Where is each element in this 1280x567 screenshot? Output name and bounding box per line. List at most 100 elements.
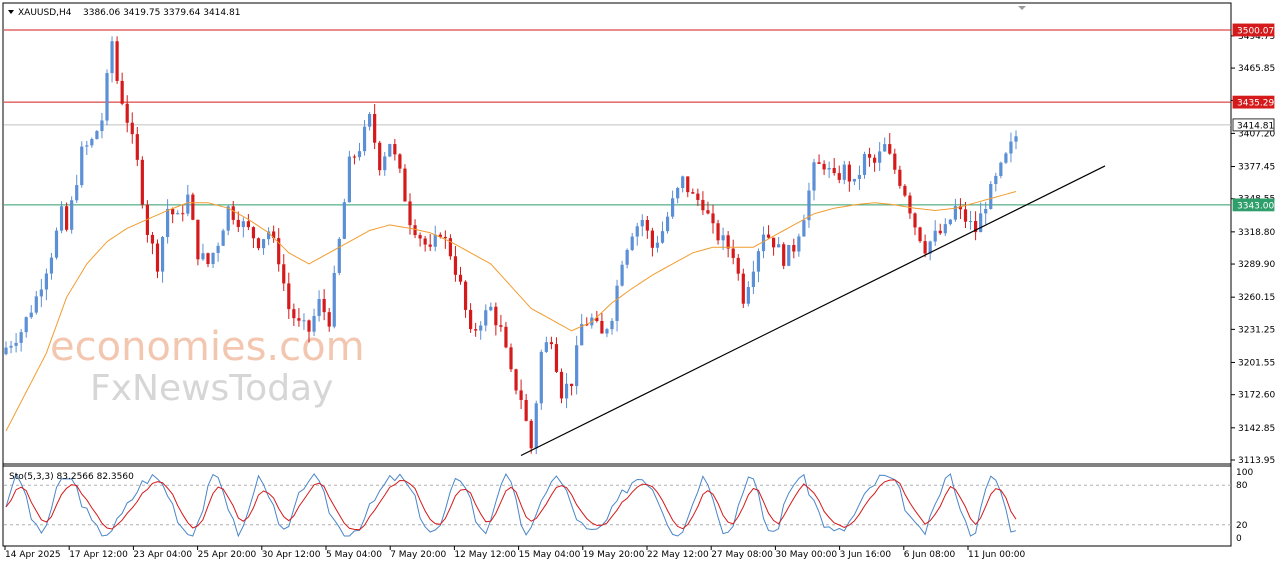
candle-body (39, 289, 43, 297)
price-tick-label: 3494.75 (1238, 32, 1275, 42)
candle-body (428, 244, 432, 247)
candle-body (191, 194, 195, 220)
candle-body (529, 420, 533, 449)
moving-average (5, 191, 1017, 432)
candle-body (110, 41, 114, 74)
stoch-tick-label: 20 (1236, 521, 1248, 531)
time-tick-label: 15 May 04:00 (519, 550, 581, 560)
candle-body (297, 318, 301, 321)
candle-body (206, 253, 210, 265)
candle-body (585, 324, 589, 326)
candle-body (59, 206, 64, 231)
candle-body (307, 320, 311, 332)
stoch-main-line (5, 472, 1017, 538)
candle-body (474, 329, 478, 331)
candle-body (888, 144, 892, 154)
stoch-signal-line (5, 479, 1017, 531)
candle-body (696, 193, 700, 200)
candle-body (196, 219, 200, 260)
candle-body (787, 245, 791, 266)
candle-body (1004, 153, 1008, 163)
candle-body (726, 235, 730, 249)
candle-body (534, 403, 538, 449)
candle-body (605, 329, 609, 334)
candle-body (524, 399, 528, 421)
candle-body (155, 243, 160, 272)
candle-body (453, 256, 458, 275)
candle-body (539, 351, 543, 404)
stoch-tick-label: 80 (1236, 481, 1248, 491)
candle-body (681, 176, 685, 188)
candle-body (974, 221, 978, 233)
candle-body (979, 213, 983, 233)
candle-body (261, 239, 266, 249)
candle-body (554, 344, 559, 372)
time-tick-label: 5 May 04:00 (326, 550, 382, 560)
time-tick-label: 25 Apr 20:00 (198, 550, 257, 560)
candle-body (34, 296, 38, 313)
candle-body (489, 306, 493, 311)
candle-body (95, 131, 99, 140)
candle-body (448, 238, 452, 257)
stoch-tick-label: 100 (1236, 468, 1253, 478)
price-tag-resistance (1232, 95, 1275, 109)
candle-body (701, 199, 705, 211)
candle-body (928, 241, 932, 254)
candle-body (519, 390, 523, 400)
candle-body (968, 221, 973, 223)
price-tick-label: 3377.45 (1238, 163, 1275, 173)
candle-body (231, 206, 235, 220)
candle-body (383, 156, 387, 171)
candle-body (352, 156, 357, 158)
candle-body (913, 213, 917, 228)
candle-body (398, 154, 402, 169)
candle-body (832, 168, 836, 174)
candle-body (29, 312, 33, 318)
candle-body (640, 219, 644, 227)
candle-body (181, 213, 185, 215)
candle-body (883, 144, 887, 152)
candle-body (14, 342, 18, 346)
candle-body (665, 216, 670, 232)
candle-body (484, 310, 488, 326)
candle-body (691, 192, 695, 194)
candle-body (70, 200, 74, 230)
candle-body (75, 185, 79, 201)
time-tick-label: 22 May 12:00 (647, 550, 709, 560)
candle-body (19, 332, 23, 343)
candle-body (100, 120, 104, 132)
candle-body (842, 164, 846, 180)
time-tick-label: 6 Jun 08:00 (904, 550, 956, 560)
candle-body (292, 309, 296, 319)
time-tick-label: 12 May 12:00 (454, 550, 516, 560)
candle-body (645, 219, 649, 231)
candle-body (438, 234, 442, 237)
candle-body (630, 236, 634, 250)
chart-menu-icon[interactable] (8, 10, 14, 14)
candle-body (120, 80, 124, 104)
candle-body (393, 144, 397, 155)
candle-body (226, 206, 230, 231)
ohlc-values: 3386.06 3419.75 3379.64 3414.81 (83, 8, 240, 18)
candle-body (761, 234, 766, 252)
candle-body (878, 151, 882, 163)
candle-body (287, 283, 291, 310)
chart-frame (2, 2, 1232, 547)
candle-body (792, 245, 796, 252)
candle-body (216, 245, 220, 253)
price-tag-resistance (1232, 23, 1275, 37)
price-tick-label: 3142.85 (1238, 424, 1275, 434)
candle-body (918, 227, 922, 242)
candle-body (559, 371, 564, 399)
candle-body (812, 162, 816, 191)
candle-body (246, 221, 250, 228)
candle-body (822, 163, 826, 170)
time-tick-label: 30 May 00:00 (775, 550, 837, 560)
candle-body (54, 230, 59, 258)
candle-body (908, 195, 912, 214)
candle-body (347, 156, 351, 203)
scroll-marker-icon[interactable] (1018, 6, 1026, 10)
candle-body (1014, 136, 1018, 142)
symbol-label: XAUUSD,H4 (18, 8, 72, 18)
